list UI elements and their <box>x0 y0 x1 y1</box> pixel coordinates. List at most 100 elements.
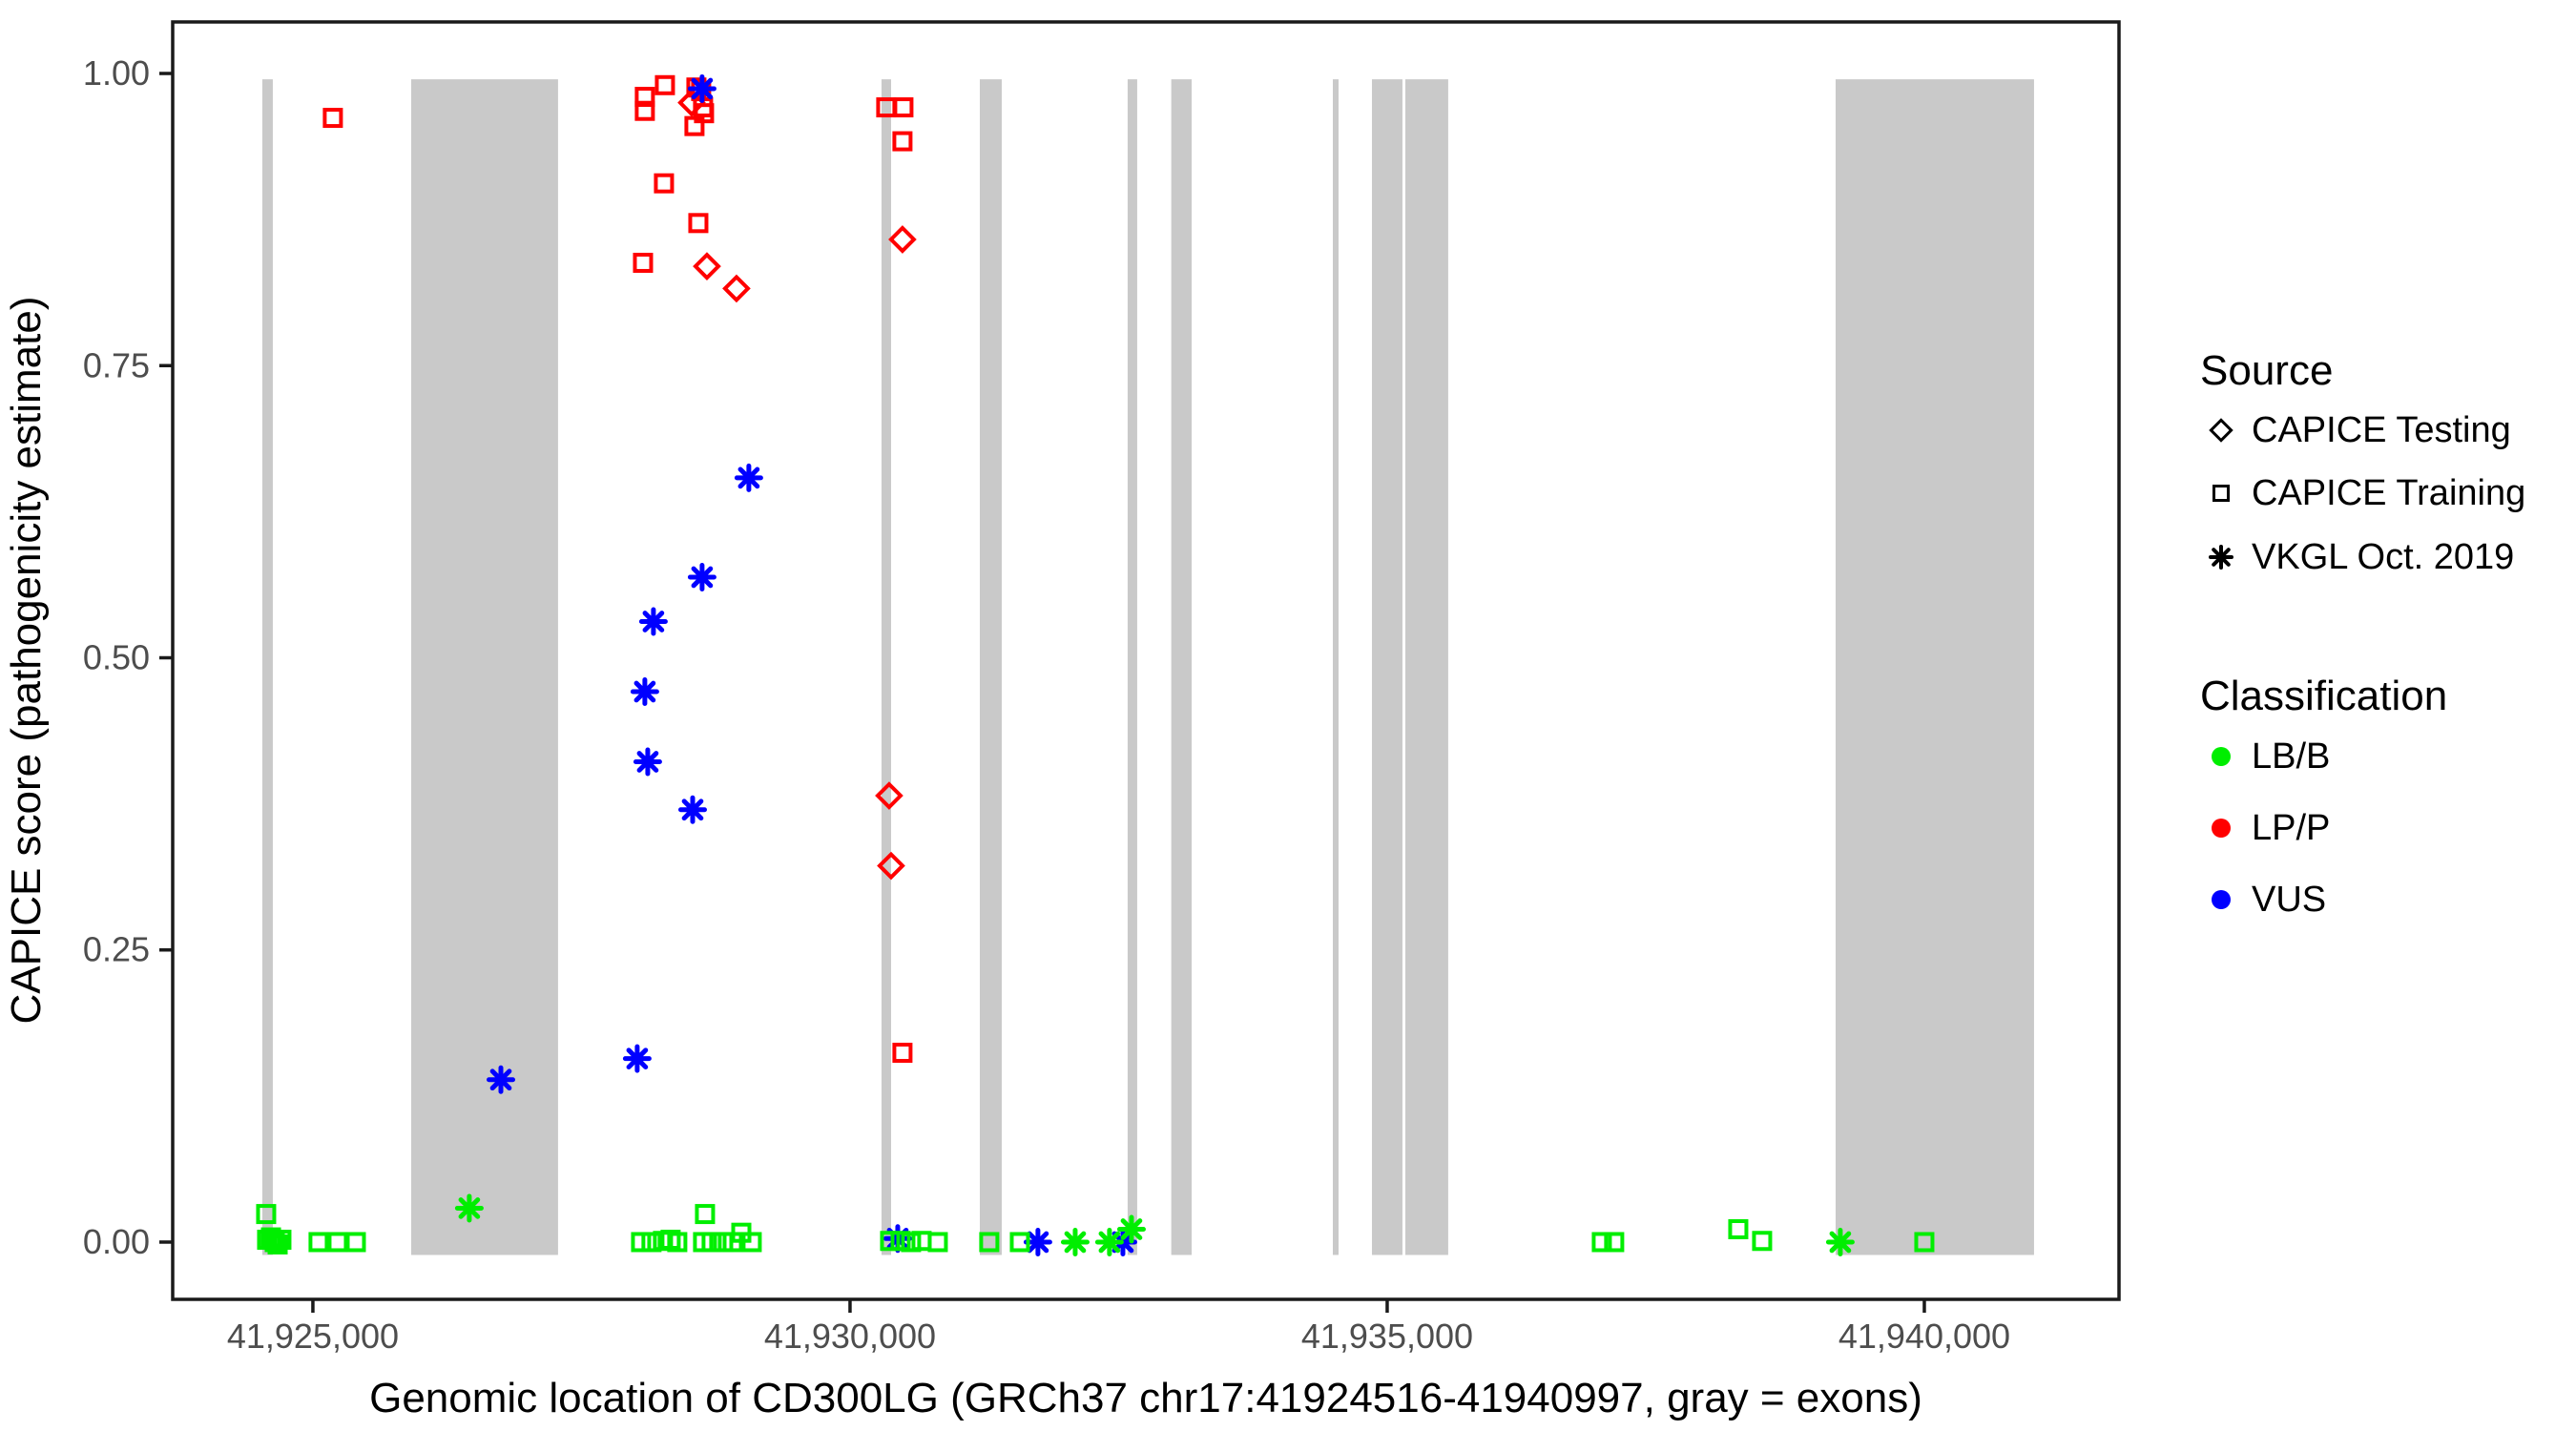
data-point <box>893 97 914 118</box>
asterisk-marker-icon <box>1825 1227 1855 1256</box>
exon-band-layer <box>261 79 2034 1255</box>
square-marker-icon <box>634 100 655 121</box>
y-axis-tick-label: 0.50 <box>83 637 150 676</box>
diamond-marker-icon <box>722 274 751 303</box>
asterisk-marker-icon <box>1060 1227 1090 1256</box>
square-marker-icon <box>308 1232 329 1253</box>
data-point-layer <box>256 73 1935 1256</box>
legend: Source Classification CAPICE Testing CAPI… <box>2185 0 2576 1431</box>
data-point <box>271 1230 292 1251</box>
circle-icon <box>2212 819 2231 838</box>
data-point <box>1914 1232 1935 1253</box>
data-point <box>1023 1227 1052 1256</box>
data-point <box>927 1232 948 1253</box>
square-marker-icon <box>741 1232 762 1253</box>
diamond-marker-icon <box>875 781 904 810</box>
asterisk-marker-icon <box>734 463 763 492</box>
data-point <box>630 677 659 707</box>
square-marker-icon <box>634 87 655 108</box>
data-point <box>634 87 655 108</box>
legend-item-capice-testing-label: CAPICE Testing <box>2252 409 2511 450</box>
exon-band <box>979 79 1002 1255</box>
square-marker-icon <box>1591 1232 1612 1253</box>
data-point <box>734 463 763 492</box>
x-axis-tick-label: 41,940,000 <box>1839 1317 2010 1356</box>
asterisk-marker-icon <box>1023 1227 1052 1256</box>
square-marker-icon <box>688 213 709 234</box>
square-marker-icon <box>633 252 654 273</box>
x-axis-tick-label: 41,935,000 <box>1301 1317 1473 1356</box>
square-marker-icon <box>701 1232 722 1253</box>
data-point <box>486 1065 515 1094</box>
square-marker-icon <box>1752 1231 1773 1252</box>
legend-source-title: Source <box>2200 347 2334 394</box>
asterisk-marker-icon <box>486 1065 515 1094</box>
data-point <box>1825 1227 1855 1256</box>
data-point <box>901 1232 922 1253</box>
legend-item-capice-training: CAPICE Training <box>2200 472 2525 514</box>
asterisk-marker-icon <box>2209 545 2233 570</box>
legend-classification-title: Classification <box>2200 673 2448 719</box>
data-point <box>688 213 709 234</box>
exon-band <box>1332 79 1339 1255</box>
data-point <box>687 562 717 591</box>
data-point <box>327 1232 348 1253</box>
data-point <box>633 252 654 273</box>
diamond-marker-icon <box>693 252 721 280</box>
data-point <box>267 1234 288 1255</box>
data-point <box>256 1204 277 1225</box>
square-marker-icon <box>256 1204 277 1225</box>
y-axis-tick-label: 1.00 <box>83 53 150 93</box>
square-marker-icon <box>979 1232 1000 1253</box>
data-point <box>631 1232 652 1253</box>
exon-band <box>1404 79 1448 1255</box>
data-point <box>454 1193 484 1223</box>
data-point <box>741 1232 762 1253</box>
data-point <box>1752 1231 1773 1252</box>
data-point <box>877 851 905 881</box>
diamond-marker-icon <box>888 225 917 254</box>
data-point <box>345 1232 366 1253</box>
data-point <box>1060 1227 1090 1256</box>
square-marker-icon <box>345 1232 366 1253</box>
diamond-marker-icon <box>677 88 706 117</box>
data-point <box>695 1204 716 1225</box>
square-marker-icon <box>654 74 675 95</box>
square-marker-icon <box>1009 1232 1030 1253</box>
circle-icon <box>2212 747 2231 766</box>
circle-icon <box>2212 747 2231 766</box>
data-point <box>667 1232 688 1253</box>
axis-layer: 41,925,000 41,930,000 41,935,000 41,940,000… <box>83 20 2121 1356</box>
asterisk-marker-icon <box>1116 1214 1146 1244</box>
data-point <box>1728 1219 1749 1240</box>
exon-band <box>410 79 558 1255</box>
exon-band <box>1171 79 1193 1255</box>
data-point <box>677 795 707 824</box>
square-marker-icon <box>271 1230 292 1251</box>
exon-band <box>261 79 273 1255</box>
data-point <box>638 607 668 636</box>
data-point <box>634 100 655 121</box>
x-axis-title: Genomic location of CD300LG (GRCh37 chr1… <box>369 1375 1922 1421</box>
square-marker-icon <box>654 173 675 194</box>
data-point <box>722 274 751 303</box>
square-marker-icon <box>667 1232 688 1253</box>
diamond-marker-icon <box>877 851 905 881</box>
square-marker-icon <box>880 1231 901 1252</box>
legend-item-vkgl-oct-2019: VKGL Oct. 2019 <box>2200 536 2514 578</box>
data-point <box>622 1044 652 1073</box>
asterisk-marker-icon <box>687 73 717 103</box>
square-marker-icon <box>901 1232 922 1253</box>
data-point <box>890 1231 911 1252</box>
square-marker-icon <box>641 1232 662 1253</box>
data-point <box>1591 1232 1612 1253</box>
square-marker-icon <box>695 1204 716 1225</box>
data-point <box>677 88 706 117</box>
circle-icon <box>2212 890 2231 909</box>
square-marker-icon <box>1914 1232 1935 1253</box>
exon-band <box>1835 79 2034 1255</box>
data-point <box>1009 1232 1030 1253</box>
legend-item-capice-training-label: CAPICE Training <box>2252 472 2526 513</box>
plot-panel-border <box>171 20 2121 1301</box>
data-point <box>654 74 675 95</box>
